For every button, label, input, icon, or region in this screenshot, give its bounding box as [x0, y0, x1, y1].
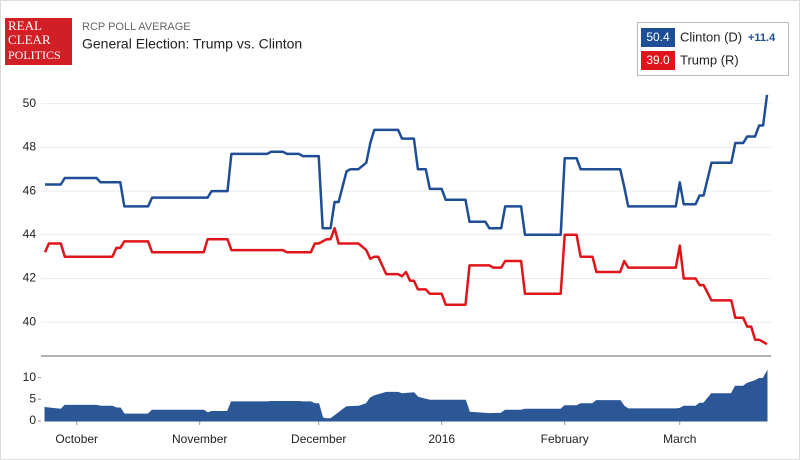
series-line	[43, 226, 768, 346]
legend-value: 50.4	[646, 30, 670, 44]
legend-value: 39.0	[646, 53, 670, 67]
x-tick-label: October	[55, 432, 98, 446]
logo	[5, 18, 72, 65]
series-line	[45, 94, 769, 237]
legend-label: Clinton (D)	[680, 29, 742, 44]
chart-title: General Election: Trump vs. Clinton	[82, 36, 302, 52]
y-tick-label: 46	[23, 183, 37, 197]
x-tick-label: November	[172, 432, 227, 446]
y-tick-label: 5	[29, 392, 36, 406]
y-tick-label: 44	[23, 227, 37, 241]
y-tick-label: 42	[23, 271, 37, 285]
y-tick-label: 50	[23, 96, 37, 110]
legend-swatch	[641, 28, 675, 47]
x-tick-label: March	[663, 432, 696, 446]
y-tick-label: 40	[23, 314, 37, 328]
x-tick-label: February	[541, 432, 589, 446]
x-tick-label: 2016	[428, 432, 455, 446]
legend-label: Trump (R)	[680, 52, 739, 67]
logo-line: CLEAR	[8, 32, 51, 47]
y-tick-label: 10	[23, 370, 37, 384]
legend-swatch	[641, 51, 675, 70]
y-tick-label: 0	[29, 413, 36, 427]
logo-line: REAL	[8, 18, 42, 33]
legend-spread: +11.4	[748, 32, 776, 44]
logo-line: POLITICS	[8, 48, 61, 62]
kicker: RCP POLL AVERAGE	[82, 21, 191, 33]
x-tick-label: December	[291, 432, 346, 446]
y-tick-label: 48	[23, 140, 37, 154]
spread-area	[44, 369, 768, 422]
